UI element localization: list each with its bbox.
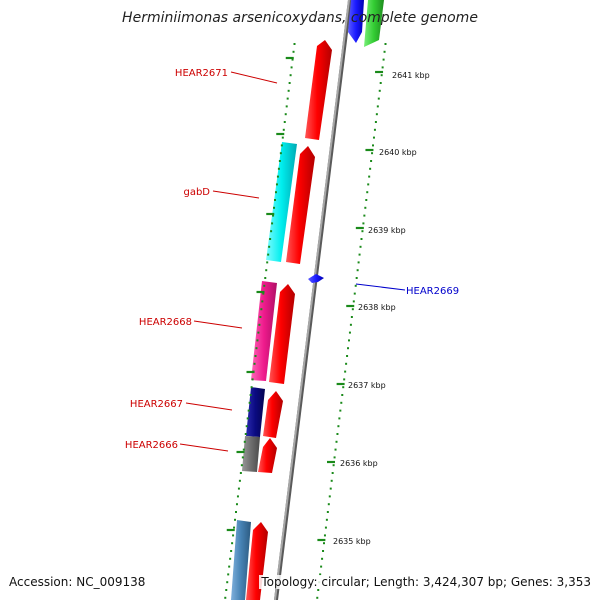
- gene-bottom-feature: [231, 520, 251, 600]
- leader-hear2666: [179, 443, 229, 452]
- gene-gabD-feature: [266, 142, 297, 262]
- ticks-layer: [224, 43, 387, 599]
- gene-bottom-red-arrow: [246, 522, 268, 600]
- label-hear2667: HEAR2667: [130, 399, 183, 410]
- leader-hear2669: [355, 283, 406, 291]
- label-hear2668: HEAR2668: [139, 317, 192, 328]
- kbp-label-2636: 2636 kbp: [340, 459, 378, 468]
- leader-hear2671: [230, 71, 278, 84]
- leader-gabD: [212, 190, 260, 199]
- gene-hear2666-red-arrow: [258, 438, 277, 473]
- accession-text: Accession: NC_009138: [9, 575, 146, 589]
- backbone: [274, 0, 350, 600]
- leader-hear2667: [185, 402, 233, 411]
- gene-hear2667-feature: [246, 387, 265, 437]
- top-blue-feature: [348, 0, 364, 43]
- gene-hear2666-feature: [242, 436, 260, 472]
- kbp-label-2639: 2639 kbp: [368, 226, 406, 235]
- kbp-label-2638: 2638 kbp: [358, 303, 396, 312]
- label-hear2671: HEAR2671: [175, 68, 228, 79]
- kbp-label-2641: 2641 kbp: [392, 71, 430, 80]
- gene-hear2668-feature: [251, 281, 277, 381]
- gene-hear2669-arrow: [308, 274, 324, 283]
- top-green-feature: [364, 0, 384, 47]
- label-hear2669: HEAR2669: [406, 286, 459, 297]
- map-title: Herminiimonas arsenicoxydans, complete g…: [122, 10, 478, 26]
- genome-summary-text: Topology: circular; Length: 3,424,307 bp…: [259, 575, 591, 589]
- gene-hear2667-red-arrow: [263, 391, 283, 438]
- kbp-label-2637: 2637 kbp: [348, 381, 386, 390]
- gene-hear2671-arrow: [305, 40, 332, 140]
- gene-gabD-red-arrow: [286, 146, 315, 264]
- gene-hear2668-red-arrow: [269, 284, 295, 384]
- label-hear2666: HEAR2666: [125, 440, 178, 451]
- label-gabD: gabD: [183, 187, 210, 198]
- kbp-label-2640: 2640 kbp: [379, 148, 417, 157]
- kbp-label-2635: 2635 kbp: [333, 537, 371, 546]
- leader-hear2668: [193, 320, 243, 329]
